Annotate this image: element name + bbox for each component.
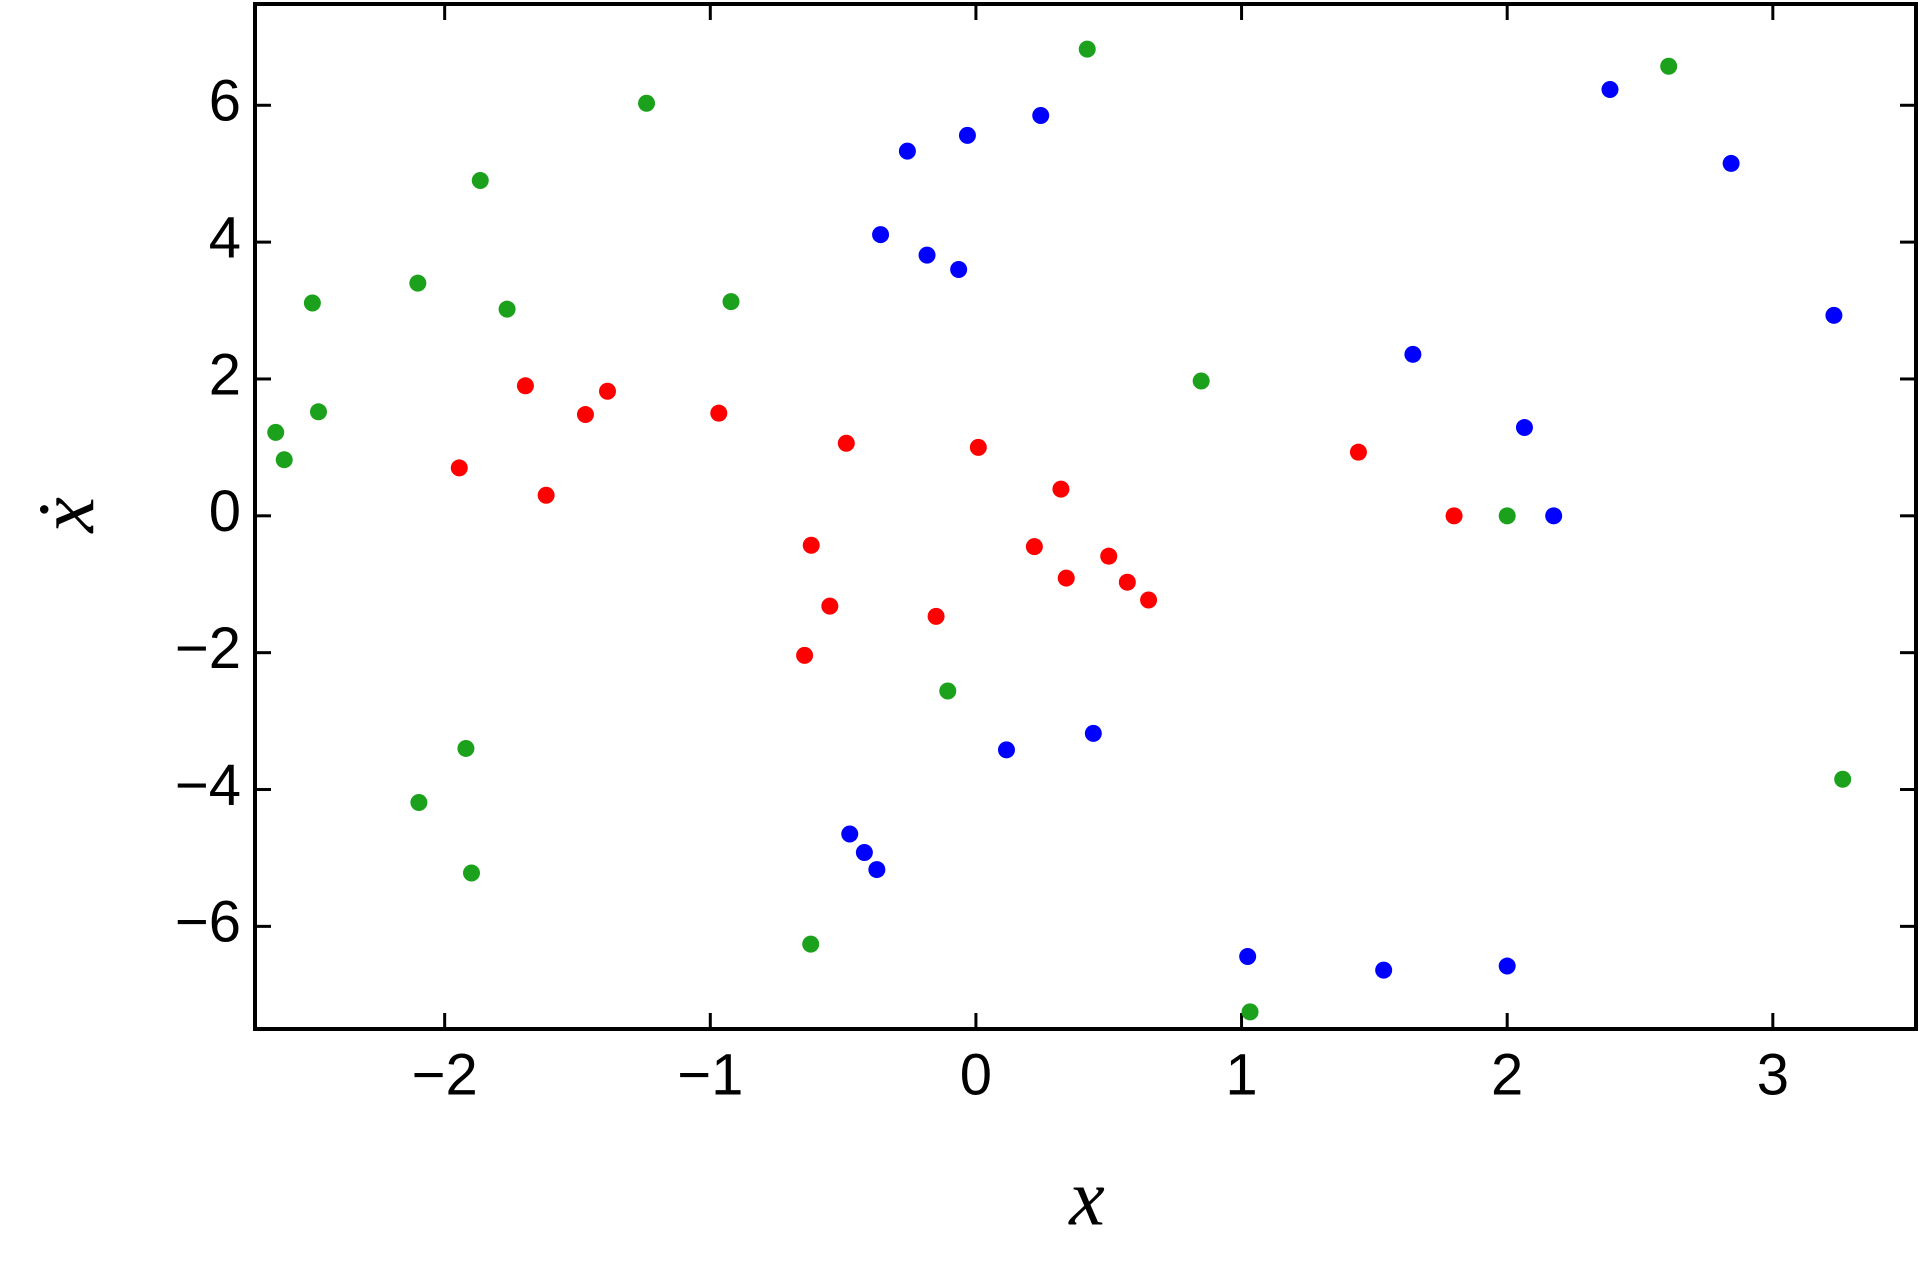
point [1084, 724, 1102, 742]
point [1078, 40, 1096, 58]
point [1349, 443, 1367, 461]
point [576, 406, 594, 424]
y-tick-label: 6 [209, 69, 241, 134]
point [1239, 947, 1257, 965]
y-tick-label: −4 [175, 753, 241, 818]
point [997, 741, 1015, 759]
point [1722, 154, 1740, 172]
point [638, 94, 656, 112]
point [267, 423, 285, 441]
point [409, 274, 427, 292]
point [410, 794, 428, 812]
plot-frame [253, 2, 1918, 1031]
point [1057, 569, 1075, 587]
point [303, 294, 321, 312]
point [309, 403, 327, 421]
x-axis-label: x [1068, 1154, 1105, 1242]
point [498, 300, 516, 318]
point [841, 825, 859, 843]
point [1498, 957, 1516, 975]
point [537, 486, 555, 504]
point [1192, 372, 1210, 390]
point [1140, 591, 1158, 609]
point [457, 739, 475, 757]
point [918, 246, 936, 264]
y-tick-label: 0 [209, 479, 241, 544]
point [471, 172, 489, 190]
point [1498, 507, 1516, 525]
point [1032, 107, 1050, 125]
point [796, 646, 814, 664]
point [1118, 573, 1136, 591]
point [722, 293, 740, 311]
point [950, 260, 968, 278]
point [837, 434, 855, 452]
point [450, 459, 468, 477]
x-tick-label: 3 [1757, 1042, 1789, 1107]
point [1601, 81, 1619, 99]
y-tick-label: −6 [175, 890, 241, 955]
point [898, 142, 916, 160]
point [1545, 507, 1563, 525]
point [969, 438, 987, 456]
point [1445, 507, 1463, 525]
point [1241, 1003, 1259, 1021]
point [1404, 345, 1422, 363]
point [1025, 538, 1043, 556]
point [710, 404, 728, 422]
point [802, 935, 820, 953]
point [275, 451, 293, 469]
point [1052, 480, 1070, 498]
point [802, 536, 820, 554]
y-axis-label: ẋ [23, 497, 111, 534]
point [958, 126, 976, 144]
point [1375, 961, 1393, 979]
point [1515, 419, 1533, 437]
point [462, 864, 480, 882]
point [1834, 770, 1852, 788]
point [598, 382, 616, 400]
point [855, 843, 873, 861]
x-tick-label: −1 [677, 1042, 743, 1107]
point [868, 861, 886, 879]
y-tick-label: 4 [209, 205, 241, 270]
point [939, 682, 957, 700]
point [1100, 547, 1118, 565]
point [872, 226, 890, 244]
point [1660, 57, 1678, 75]
point [516, 377, 534, 395]
y-tick-label: 2 [209, 342, 241, 407]
x-tick-label: 1 [1225, 1042, 1257, 1107]
y-tick-label: −2 [175, 616, 241, 681]
point [821, 597, 839, 615]
point [1825, 306, 1843, 324]
point [927, 607, 945, 625]
x-tick-label: 2 [1491, 1042, 1523, 1107]
x-tick-label: 0 [960, 1042, 992, 1107]
x-tick-label: −2 [412, 1042, 478, 1107]
